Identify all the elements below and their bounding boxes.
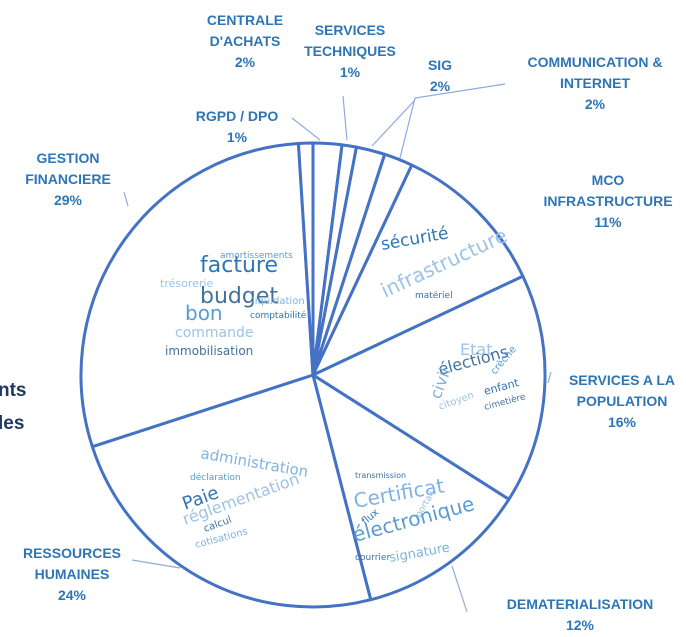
- leader-line: [342, 95, 348, 141]
- word: déclaration: [190, 472, 241, 483]
- data-label: SERVICES A LA POPULATION 16%: [562, 370, 682, 433]
- category-label: COMMUNICATION & INTERNET: [527, 54, 663, 91]
- leader-line: [451, 565, 468, 613]
- pie-slice: [311, 373, 511, 602]
- leader-line: [371, 99, 416, 147]
- category-label: RESSOURCES HUMAINES: [22, 545, 122, 582]
- data-label: DEMATERIALISATION 12%: [495, 594, 665, 636]
- pie-slice: [296, 141, 315, 377]
- category-label: SERVICES A LA POPULATION: [568, 372, 676, 409]
- data-label: COMMUNICATION & INTERNET 2%: [510, 52, 680, 115]
- category-label: DEMATERIALISATION: [506, 596, 654, 612]
- leader-line: [399, 83, 506, 159]
- word: comptabilité: [250, 310, 307, 321]
- leader-line: [123, 191, 129, 207]
- category-label: SIG: [427, 57, 453, 73]
- data-label: SIG 2%: [415, 55, 465, 97]
- annotation: les: [0, 413, 25, 434]
- value-label: 29%: [53, 192, 83, 208]
- pie-slice: [79, 141, 315, 449]
- category-label: RGPD / DPO: [195, 108, 279, 124]
- word: transmission: [355, 471, 406, 480]
- data-label: MCO INFRASTRUCTURE 11%: [533, 170, 683, 233]
- word: amortissements: [220, 251, 293, 261]
- word: courrier: [355, 553, 390, 563]
- value-label: 24%: [57, 587, 87, 603]
- word: immobilisation: [165, 344, 253, 358]
- data-label: RESSOURCES HUMAINES 24%: [7, 543, 137, 606]
- word: Etat: [460, 340, 492, 359]
- pie-slice: [311, 163, 525, 377]
- word: facture: [200, 253, 278, 278]
- category-label: GESTION FINANCIERE: [25, 150, 111, 187]
- value-label: 2%: [234, 54, 256, 70]
- value-label: 2%: [429, 78, 451, 94]
- leader-line: [131, 559, 181, 569]
- word: bon: [185, 301, 223, 325]
- pie-slice: [90, 373, 373, 609]
- data-label: SERVICES TECHNIQUES 1%: [290, 20, 410, 83]
- data-label: GESTION FINANCIERE 29%: [8, 148, 128, 211]
- value-label: 2%: [584, 96, 606, 112]
- word: budget: [200, 284, 278, 309]
- value-label: 16%: [607, 414, 637, 430]
- category-label: CENTRALE D'ACHATS: [206, 12, 284, 49]
- value-label: 12%: [565, 617, 595, 633]
- word: commande: [175, 325, 254, 341]
- category-label: SERVICES TECHNIQUES: [304, 22, 396, 59]
- pie-slice: [311, 274, 547, 501]
- word: liquidation: [252, 296, 305, 307]
- value-label: 11%: [594, 214, 622, 230]
- data-label: RGPD / DPO 1%: [177, 106, 297, 148]
- word: matériel: [415, 290, 453, 301]
- value-label: 1%: [226, 129, 248, 145]
- data-label: CENTRALE D'ACHATS 2%: [190, 10, 300, 73]
- category-label: MCO INFRASTRUCTURE: [543, 172, 673, 209]
- annotation: nts: [0, 380, 27, 401]
- word: trésorerie: [160, 277, 213, 290]
- value-label: 1%: [339, 64, 361, 80]
- leader-line: [291, 117, 321, 141]
- leader-line: [547, 371, 552, 384]
